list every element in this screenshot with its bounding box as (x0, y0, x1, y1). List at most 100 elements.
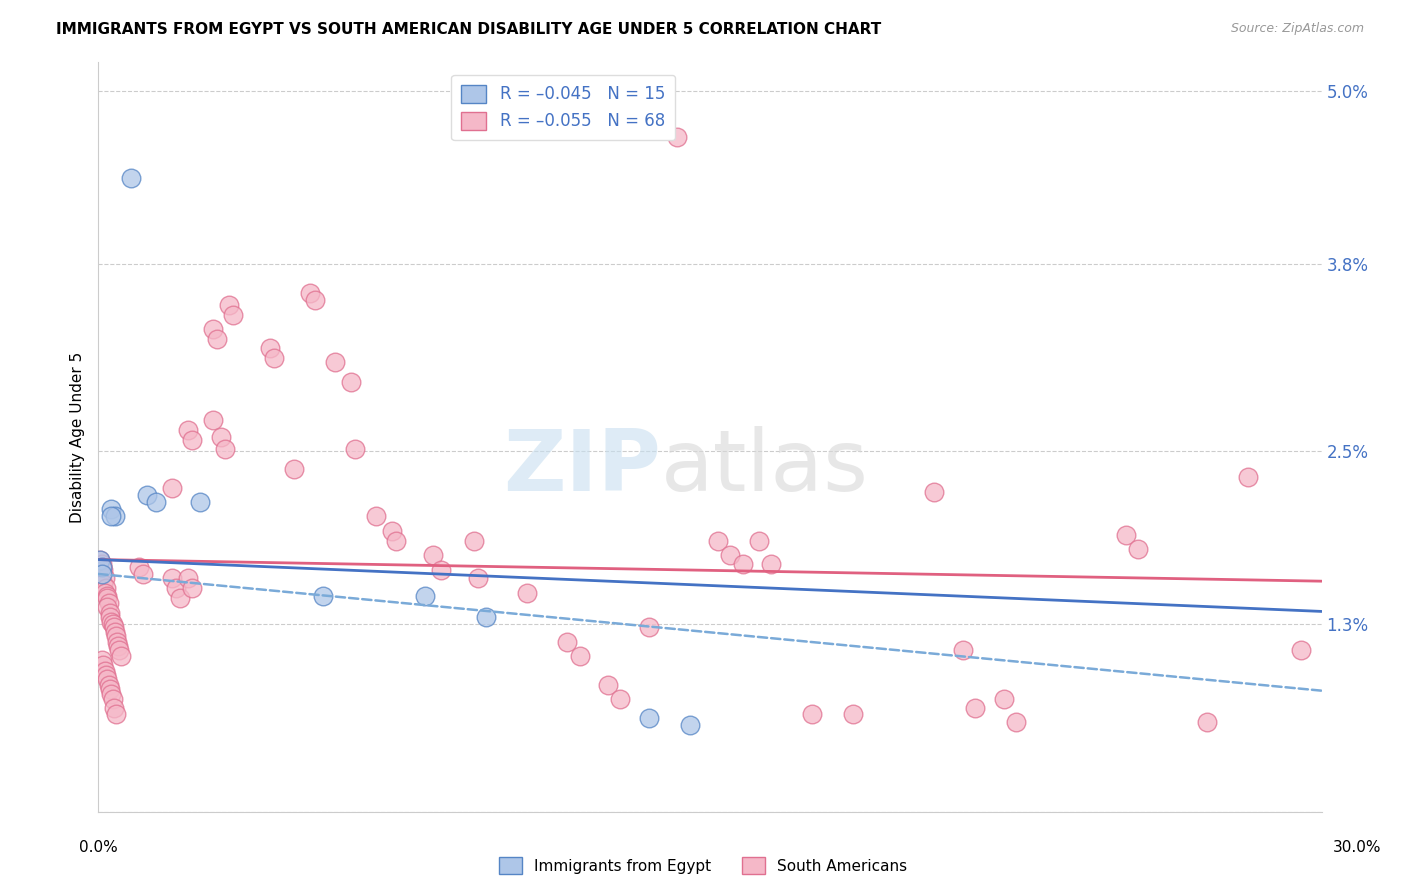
Point (637, 711, 661, 725)
Point (98, 610, 121, 624)
Point (679, 718, 702, 732)
Point (463, 533, 485, 548)
Point (160, 481, 183, 495)
Point (104, 706, 127, 721)
Point (93, 664, 115, 678)
Point (96, 600, 118, 615)
Point (609, 692, 631, 706)
Point (97, 678, 120, 692)
Point (91, 566, 114, 581)
Point (181, 582, 204, 596)
Point (105, 634, 128, 648)
Point (145, 495, 167, 509)
Point (1115, 528, 1137, 542)
Point (259, 341, 281, 355)
Point (748, 533, 770, 548)
Point (89, 552, 111, 566)
Point (430, 563, 453, 577)
Point (467, 571, 489, 585)
Point (283, 462, 305, 476)
Point (188, 495, 212, 509)
Point (97, 596, 120, 610)
Point (104, 509, 127, 524)
Point (165, 582, 187, 596)
Point (177, 423, 200, 437)
Point (364, 509, 387, 524)
Point (91, 559, 114, 574)
Point (96, 672, 118, 686)
Text: 30.0%: 30.0% (1333, 840, 1381, 855)
Text: atlas: atlas (661, 425, 869, 508)
Point (201, 322, 224, 336)
Point (128, 559, 150, 574)
Point (993, 692, 1015, 706)
Point (413, 589, 436, 603)
Point (381, 524, 404, 538)
Point (181, 433, 204, 447)
Point (93, 571, 115, 585)
Point (218, 297, 240, 311)
Point (1004, 715, 1026, 730)
Point (759, 557, 782, 571)
Text: Source: ZipAtlas.com: Source: ZipAtlas.com (1230, 22, 1364, 36)
Point (707, 533, 730, 548)
Point (103, 701, 125, 715)
Point (103, 620, 125, 634)
Point (98, 606, 121, 620)
Point (104, 624, 127, 639)
Point (160, 571, 183, 585)
Point (299, 285, 322, 300)
Point (100, 687, 122, 701)
Point (666, 130, 689, 145)
Point (214, 442, 236, 456)
Point (101, 692, 124, 706)
Point (91, 559, 114, 574)
Point (323, 355, 346, 369)
Point (1197, 715, 1219, 730)
Point (1128, 542, 1150, 557)
Point (304, 293, 326, 308)
Point (555, 634, 579, 648)
Point (93, 585, 115, 599)
Point (91, 563, 114, 577)
Text: IMMIGRANTS FROM EGYPT VS SOUTH AMERICAN DISABILITY AGE UNDER 5 CORRELATION CHART: IMMIGRANTS FROM EGYPT VS SOUTH AMERICAN … (56, 22, 882, 37)
Point (90, 653, 112, 667)
Point (965, 701, 987, 715)
Point (841, 706, 863, 721)
Point (344, 442, 367, 456)
Point (90, 557, 112, 571)
Point (100, 502, 122, 516)
Point (1237, 470, 1260, 484)
Point (98, 682, 121, 697)
Point (100, 615, 122, 629)
Point (120, 170, 142, 185)
Point (385, 533, 408, 548)
Point (104, 629, 127, 643)
Point (177, 571, 200, 585)
Point (718, 548, 742, 562)
Legend: R = –0.045   N = 15, R = –0.055   N = 68: R = –0.045 N = 15, R = –0.055 N = 68 (451, 75, 675, 140)
Point (516, 585, 538, 599)
Point (94, 668, 117, 682)
Point (101, 617, 124, 632)
Point (96, 591, 118, 606)
Point (474, 610, 498, 624)
Point (91, 566, 114, 581)
Point (169, 591, 191, 606)
Point (100, 509, 122, 524)
Point (136, 488, 159, 502)
Point (110, 649, 132, 664)
Point (312, 589, 335, 603)
Point (801, 706, 824, 721)
Point (1291, 643, 1313, 657)
Point (205, 332, 228, 346)
Point (637, 620, 661, 634)
Text: ZIP: ZIP (503, 425, 661, 508)
Text: 0.0%: 0.0% (79, 840, 118, 855)
Point (222, 308, 245, 322)
Point (340, 376, 363, 390)
Point (922, 484, 945, 499)
Point (94, 582, 117, 596)
Point (201, 413, 224, 427)
Point (108, 643, 131, 657)
